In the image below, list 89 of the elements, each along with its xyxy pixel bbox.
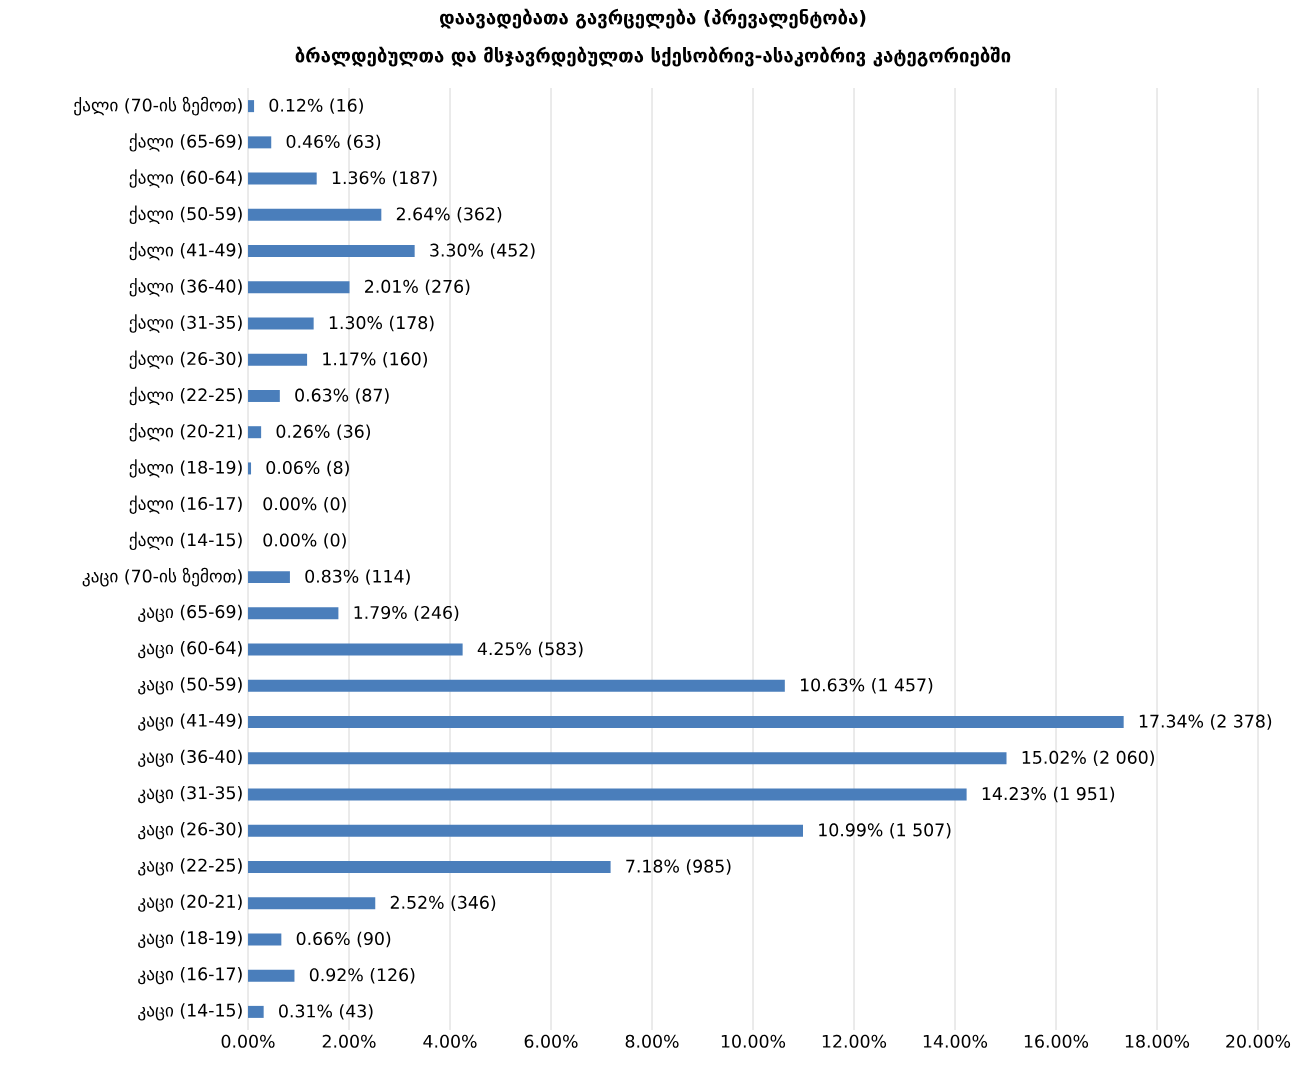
x-tick-label: 8.00% [625, 1034, 679, 1048]
chart-title: დაავადებათა გავრცელება (პრევალენტობა) [439, 8, 866, 29]
y-tick-label: კაცი (36-40) [138, 749, 242, 767]
data-label: 17.34% (2 378) [1139, 714, 1272, 730]
bar [248, 100, 255, 113]
y-tick-label: ქალი (31-35) [129, 314, 242, 333]
y-tick-label: კაცი (41-49) [138, 713, 242, 731]
data-label: 1.36% (187) [332, 170, 437, 187]
bar [248, 679, 785, 692]
data-label: 1.30% (178) [329, 315, 434, 332]
data-label: 2.52% (346) [390, 895, 496, 911]
y-tick-label: კაცი (31-35) [138, 785, 242, 804]
y-tick-label: კაცი (60-64) [138, 640, 242, 659]
data-label: 0.12% (16) [269, 98, 363, 114]
bar [248, 353, 308, 366]
y-tick-label: ქალი (60-64) [129, 169, 242, 188]
y-tick-label: ქალი (70-ის ზემოთ) [74, 96, 242, 116]
bar [248, 208, 382, 221]
x-tick-label: 10.00% [721, 1034, 786, 1048]
bar [248, 897, 376, 910]
bar [248, 860, 611, 873]
y-tick-label: ქალი (14-15) [129, 531, 242, 551]
y-tick-label: კაცი (65-69) [138, 604, 242, 622]
data-label: 0.83% (114) [305, 569, 410, 585]
bar [248, 245, 415, 258]
data-label: 0.06% (8) [266, 460, 349, 477]
y-tick-label: ქალი (65-69) [129, 133, 242, 152]
y-tick-label: კაცი (18-19) [138, 930, 242, 949]
bar [248, 571, 290, 584]
y-tick-label: კაცი (22-25) [138, 858, 242, 876]
data-label: 10.99% (1 507) [819, 823, 951, 839]
data-label: 0.66% (90) [296, 931, 391, 948]
data-label: 0.00% (0) [263, 533, 346, 549]
x-tick-label: 16.00% [1024, 1034, 1089, 1048]
y-tick-label: კაცი (50-59) [138, 677, 242, 695]
bar [248, 933, 282, 946]
bar [248, 788, 967, 801]
x-tick-label: 0.00% [221, 1034, 275, 1048]
data-label: 1.79% (246) [354, 605, 459, 622]
y-tick-label: ქალი (26-30) [129, 350, 242, 369]
x-tick-label: 6.00% [524, 1034, 578, 1048]
data-label: 0.00% (0) [263, 496, 346, 513]
x-tick-label: 4.00% [423, 1034, 477, 1048]
chart-subtitle: ბრალდებულთა და მსჯავრდებულთა სქესობრივ-ასაკობრივ კატეგორიებში [295, 46, 1011, 67]
bar [248, 172, 317, 185]
data-label: 15.02% (2 060) [1022, 750, 1154, 766]
bar [248, 969, 295, 982]
bar [248, 281, 350, 294]
y-tick-label: ქალი (50-59) [129, 205, 242, 225]
data-label: 3.30% (452) [430, 243, 535, 259]
bar [248, 824, 803, 837]
bar [248, 426, 262, 439]
y-tick-label: კაცი (26-30) [138, 822, 242, 840]
bar [248, 317, 314, 330]
y-tick-label: ქალი (36-40) [129, 278, 242, 297]
bar [248, 752, 1007, 765]
data-label: 2.01% (276) [365, 279, 470, 295]
y-tick-label: ქალი (20-21) [129, 422, 242, 442]
y-tick-label: კაცი (70-ის ზემოთ) [82, 567, 242, 587]
y-tick-label: ქალი (18-19) [129, 459, 242, 478]
bar [248, 716, 1124, 729]
y-tick-label: კაცი (20-21) [138, 894, 242, 912]
x-tick-label: 20.00% [1226, 1034, 1291, 1048]
y-tick-label: კაცი (16-17) [138, 967, 242, 985]
data-label: 0.31% (43) [279, 1004, 373, 1020]
y-tick-label: ქალი (41-49) [129, 241, 242, 261]
data-label: 0.63% (87) [295, 388, 389, 404]
x-tick-label: 2.00% [322, 1034, 376, 1048]
y-tick-label: ქალი (16-17) [129, 495, 242, 514]
bar [248, 607, 339, 620]
data-label: 14.23% (1 951) [982, 786, 1115, 803]
bar [248, 462, 252, 475]
x-tick-label: 14.00% [923, 1034, 988, 1048]
data-label: 0.46% (63) [286, 134, 381, 151]
bar [248, 136, 272, 149]
data-label: 0.26% (36) [276, 424, 371, 440]
y-tick-label: ქალი (22-25) [129, 386, 242, 406]
data-label: 10.63% (1 457) [800, 678, 933, 694]
x-tick-label: 18.00% [1125, 1034, 1190, 1048]
data-label: 1.17% (160) [323, 352, 427, 368]
data-label: 4.25% (583) [477, 641, 583, 658]
x-tick-label: 12.00% [822, 1034, 887, 1048]
bar [248, 643, 463, 656]
data-label: 0.92% (126) [309, 967, 415, 984]
y-tick-label: კაცი (14-15) [138, 1003, 242, 1021]
data-label: 7.18% (985) [626, 859, 731, 875]
bar [248, 389, 280, 402]
data-label: 2.64% (362) [396, 207, 502, 223]
bar [248, 1005, 264, 1018]
